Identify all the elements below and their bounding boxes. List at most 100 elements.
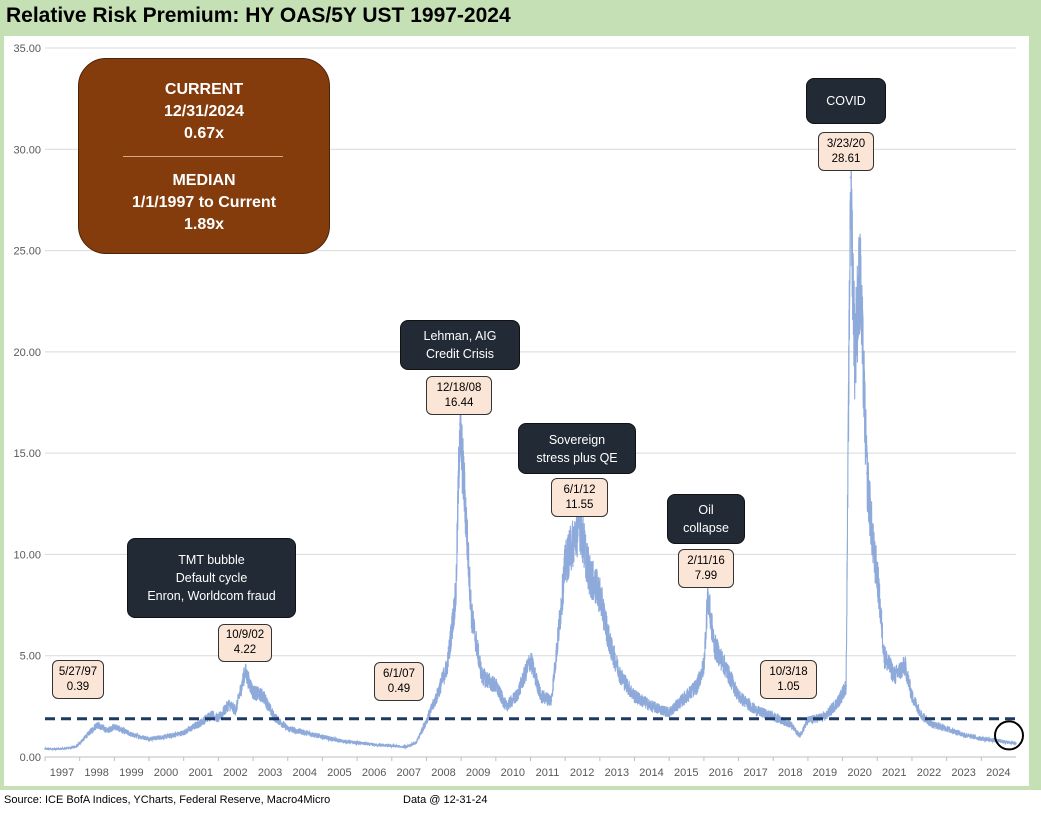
series-point (148, 737, 150, 740)
series-point (845, 685, 847, 687)
series-point (931, 723, 934, 726)
series-point (668, 711, 671, 714)
value-label-date: 10/3/18 (769, 665, 808, 678)
series-point (435, 695, 438, 698)
value-label-1997: 5/27/97 0.39 (52, 660, 104, 699)
y-tick-label: 35.00 (13, 43, 41, 55)
series-point (609, 644, 612, 647)
y-tick-label: 25.00 (13, 246, 41, 258)
x-tick-label: 1998 (84, 767, 108, 779)
x-tick-label: 2004 (293, 767, 317, 779)
series-point (494, 685, 497, 687)
callout-line: TMT bubble (178, 553, 245, 567)
y-tick-label: 15.00 (13, 448, 41, 460)
series-point (598, 594, 601, 596)
series-point (893, 675, 896, 677)
series-point (755, 709, 757, 712)
source-note: Source: ICE BofA Indices, YCharts, Feder… (4, 794, 331, 806)
x-tick-label: 2015 (674, 767, 698, 779)
series-point (1014, 742, 1017, 745)
x-tick-label: 2012 (570, 767, 594, 779)
series-point (865, 472, 868, 475)
value-label-2020: 3/23/20 28.61 (818, 132, 874, 171)
title-bar: Relative Risk Premium: HY OAS/5Y UST 199… (0, 0, 1041, 36)
series-point (911, 695, 913, 698)
series-point (304, 731, 306, 734)
series-point (838, 699, 841, 702)
series-point (130, 733, 133, 736)
value-label-2018: 10/3/18 1.05 (760, 660, 817, 699)
value-label-date: 5/27/97 (58, 665, 98, 678)
x-tick-label: 2017 (743, 767, 767, 779)
series-point (945, 727, 948, 730)
series-point (165, 735, 168, 738)
series-point (702, 664, 705, 667)
x-tick-label: 2014 (639, 767, 663, 779)
value-label-value: 7.99 (694, 569, 718, 582)
series-point (57, 748, 60, 750)
current-label: CURRENT (164, 81, 244, 98)
series-point (564, 563, 567, 566)
value-label-value: 0.49 (387, 682, 411, 695)
series-point (997, 739, 1000, 742)
series-point (789, 723, 792, 726)
callout-line: stress plus QE (536, 450, 618, 465)
callout-covid: COVID (806, 78, 886, 124)
series-point (470, 614, 473, 617)
series-point (455, 594, 457, 596)
series-point (244, 670, 246, 673)
callout-lehman: Lehman, AIG Credit Crisis (400, 320, 520, 370)
x-tick-label: 1997 (50, 767, 74, 779)
x-tick-label: 2016 (709, 767, 733, 779)
series-point (883, 654, 886, 657)
current-date: 12/31/2024 (163, 103, 245, 120)
chart-title: Relative Risk Premium: HY OAS/5Y UST 199… (6, 4, 511, 27)
callout-line: Enron, Worldcom fraud (147, 589, 276, 603)
series-point (515, 695, 518, 698)
x-tick-label: 1999 (119, 767, 143, 779)
series-point (286, 727, 289, 730)
value-label-2016: 2/11/16 7.99 (678, 549, 734, 588)
value-label-2012: 6/1/12 11.55 (551, 478, 608, 517)
frame-bottom (0, 786, 1041, 790)
series-point (772, 715, 775, 718)
series-point (807, 719, 809, 722)
value-label-value: 4.22 (233, 644, 257, 656)
series-point (405, 746, 408, 748)
series-point (481, 675, 483, 677)
series-point (272, 715, 275, 718)
value-label-value: 28.61 (831, 152, 861, 165)
value-label-date: 3/23/20 (826, 137, 866, 150)
y-tick-label: 30.00 (13, 144, 41, 156)
series-point (550, 699, 553, 702)
series-point (921, 715, 924, 718)
callout-line: collapse (683, 521, 729, 535)
x-tick-label: 2001 (188, 767, 212, 779)
series-point (650, 705, 653, 708)
series-point (633, 695, 636, 698)
y-tick-label: 20.00 (13, 347, 41, 359)
series-point (113, 725, 116, 728)
x-tick-label: 2010 (501, 767, 525, 779)
series-point (696, 685, 698, 687)
value-label-value: 11.55 (565, 498, 594, 511)
current-value: 0.67x (183, 125, 225, 142)
series-point (849, 176, 852, 179)
callout-line: Credit Crisis (425, 347, 495, 361)
x-tick-label: 2024 (986, 767, 1010, 779)
x-tick-label: 2019 (813, 767, 837, 779)
series-point (723, 664, 726, 667)
series-point (904, 664, 906, 667)
value-label-2008: 12/18/08 16.44 (426, 376, 492, 415)
callout-tmt: TMT bubble Default cycle Enron, Worldcom… (127, 538, 296, 618)
y-tick-label: 0.00 (20, 752, 41, 764)
series-point (252, 691, 254, 694)
series-point (798, 734, 801, 737)
x-tick-label: 2023 (951, 767, 975, 779)
callout-oil: Oil collapse (667, 494, 745, 544)
callout-line: Sovereign (548, 432, 606, 447)
series-point (578, 522, 581, 524)
series-point (859, 269, 861, 272)
series-point (980, 737, 983, 740)
series-point (200, 721, 202, 724)
